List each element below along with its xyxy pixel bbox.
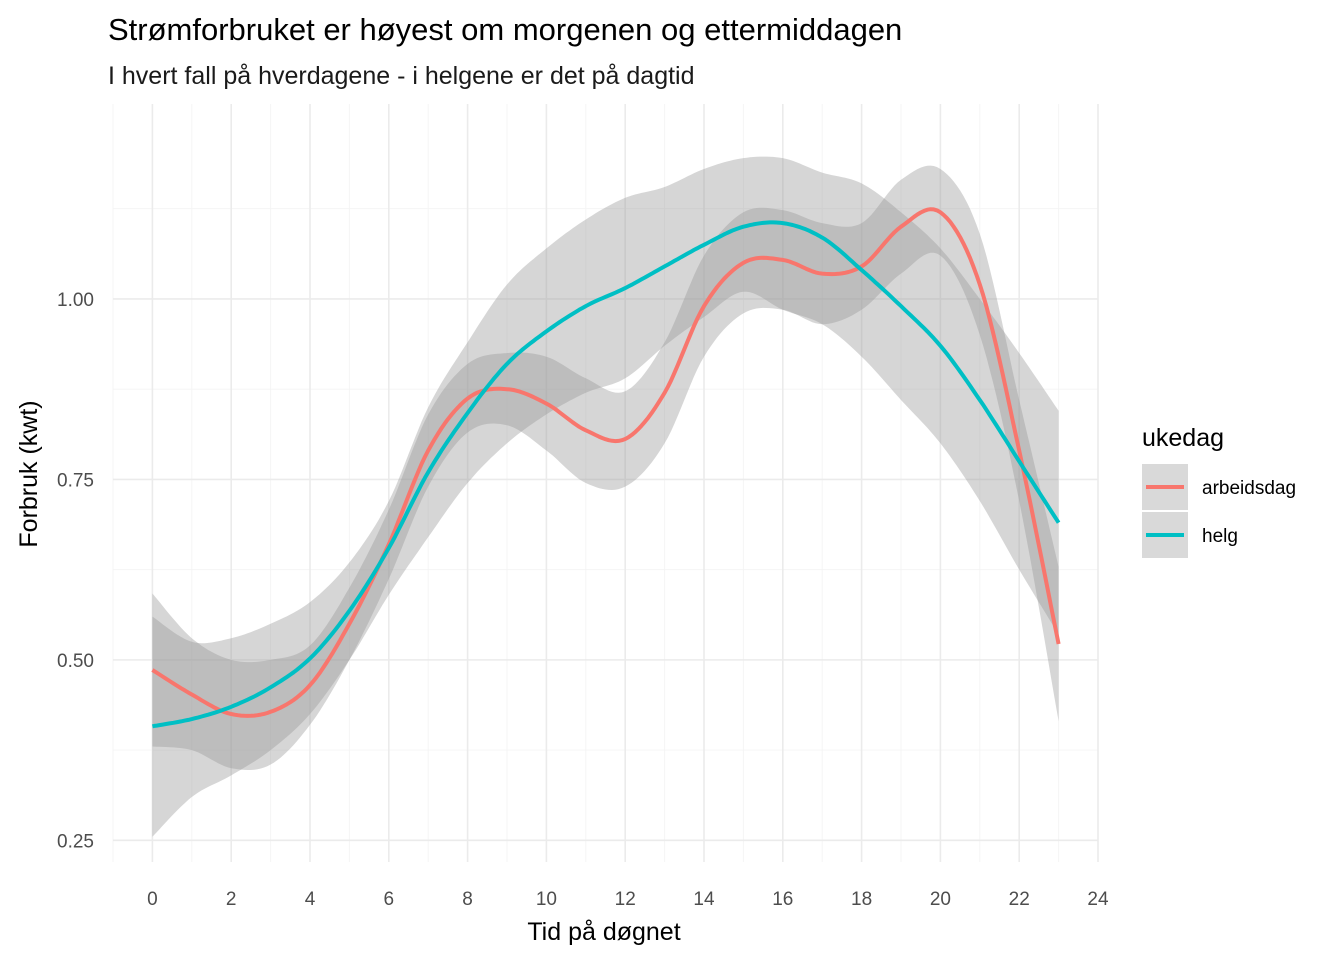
confidence-bands bbox=[152, 156, 1059, 837]
legend-items: arbeidsdag helg bbox=[1142, 464, 1296, 558]
series-line-arbeidsdag bbox=[151, 207, 1061, 718]
y-tick-label: 0.75 bbox=[57, 470, 94, 491]
x-tick-label: 12 bbox=[615, 889, 636, 910]
x-axis-ticks: 0 2 4 6 8 10 12 14 16 18 20 22 24 bbox=[147, 889, 1109, 910]
series-lines bbox=[151, 207, 1061, 729]
y-tick-label: 1.00 bbox=[57, 290, 94, 311]
x-tick-label: 8 bbox=[462, 889, 473, 910]
x-tick-label: 20 bbox=[930, 889, 951, 910]
series-line-helg bbox=[151, 220, 1061, 729]
x-tick-label: 0 bbox=[147, 889, 158, 910]
x-tick-label: 4 bbox=[305, 889, 316, 910]
x-tick-label: 16 bbox=[772, 889, 793, 910]
x-axis-title: Tid på døgnet bbox=[527, 918, 680, 946]
y-axis-ticks: 0.25 0.50 0.75 1.00 bbox=[57, 290, 94, 852]
x-tick-label: 14 bbox=[693, 889, 715, 910]
legend-label-helg: helg bbox=[1202, 526, 1238, 547]
legend: ukedag arbeidsdag helg bbox=[1142, 424, 1296, 558]
x-tick-label: 22 bbox=[1009, 889, 1030, 910]
x-tick-label: 2 bbox=[226, 889, 237, 910]
legend-label-arbeidsdag: arbeidsdag bbox=[1202, 478, 1296, 499]
x-tick-label: 24 bbox=[1087, 889, 1109, 910]
legend-title: ukedag bbox=[1142, 424, 1224, 452]
x-tick-label: 10 bbox=[536, 889, 557, 910]
confidence-band-helg bbox=[152, 156, 1059, 837]
x-tick-label: 6 bbox=[384, 889, 395, 910]
y-axis-title: Forbruk (kwt) bbox=[15, 400, 43, 547]
grid bbox=[112, 104, 1099, 862]
y-tick-label: 0.50 bbox=[57, 651, 94, 672]
chart-subtitle: I hvert fall på hverdagene - i helgene e… bbox=[108, 62, 695, 90]
y-tick-label: 0.25 bbox=[57, 831, 94, 852]
chart-title: Strømforbruket er høyest om morgenen og … bbox=[108, 12, 902, 47]
confidence-band-arbeidsdag bbox=[152, 165, 1059, 771]
x-tick-label: 18 bbox=[851, 889, 872, 910]
